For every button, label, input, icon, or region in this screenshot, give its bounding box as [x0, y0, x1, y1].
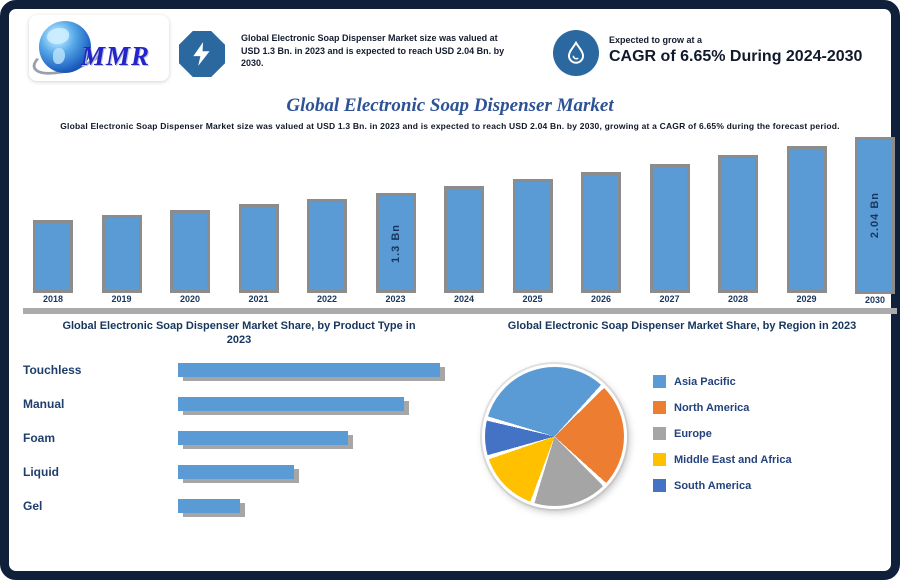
legend-row: South America [653, 479, 792, 492]
product-label: Manual [23, 396, 65, 411]
year-tick-label: 2023 [385, 294, 406, 305]
region-heading: Global Electronic Soap Dispenser Market … [507, 320, 857, 332]
year-tick-label: 2019 [111, 294, 132, 305]
legend-row: Middle East and Africa [653, 453, 792, 466]
bar-column-2028: 2028 [718, 137, 758, 308]
mmr-logo: MMR [28, 15, 169, 83]
legend-swatch-icon [653, 453, 666, 466]
bar-column-2022: 2022 [307, 137, 347, 308]
legend-swatch-icon [653, 375, 666, 388]
bar-column-2021: 2021 [238, 137, 279, 308]
year-tick-label: 2022 [316, 294, 338, 305]
market-bar-2030: 2.04 Bn [855, 137, 895, 294]
region-share-section: Global Electronic Soap Dispenser Market … [467, 320, 897, 509]
page-title: Global Electronic Soap Dispenser Market [286, 95, 614, 116]
legend-row: North America [653, 401, 792, 414]
legend-label: North America [674, 401, 750, 414]
year-tick-label: 2026 [590, 294, 612, 305]
product-row: Gel [23, 498, 455, 513]
legend-row: Asia Pacific [653, 375, 792, 388]
market-bar-2020 [170, 210, 210, 294]
bar-column-2023: 1.3 Bn 2023 [375, 137, 416, 308]
bar-column-2020: 2020 [170, 137, 210, 308]
bar-column-2024: 2024 [444, 137, 484, 308]
header-stat-left: Global Electronic Soap Dispenser Market … [241, 32, 541, 70]
bar-column-2026: 2026 [581, 137, 621, 308]
globe-icon [39, 21, 91, 73]
legend-swatch-icon [653, 401, 666, 414]
market-bar-2023: 1.3 Bn [375, 193, 416, 294]
legend-label: South America [674, 479, 752, 492]
product-label: Foam [23, 430, 56, 445]
product-bar [178, 430, 348, 445]
chart-axis-line [23, 308, 897, 314]
legend-row: Europe [653, 427, 792, 440]
pie-legend: Asia Pacific North America Europe Middle Ea… [653, 375, 792, 505]
product-bar [178, 396, 404, 411]
year-tick-label: 2025 [522, 294, 543, 305]
market-bar-2026 [581, 172, 621, 294]
stat-right-small: Expected to grow at a [609, 35, 703, 45]
year-tick-label: 2018 [42, 294, 64, 305]
market-value-bar-chart: 2018 2019 2020 2021 2022 1.3 Bn 2023 2024 2025 20… [33, 137, 895, 308]
product-bar [178, 498, 240, 513]
bar-column-2027: 2027 [649, 137, 690, 308]
market-bar-2024 [444, 186, 484, 294]
water-drop-badge [553, 30, 599, 76]
product-bar [178, 362, 440, 377]
bar-column-2029: 2029 [786, 137, 827, 308]
market-bar-2019 [101, 215, 142, 294]
product-label: Liquid [23, 464, 59, 479]
product-label: Touchless [23, 362, 82, 377]
stat-left-line3: 2030. [241, 58, 264, 68]
bar-column-2019: 2019 [101, 137, 142, 308]
legend-swatch-icon [653, 427, 666, 440]
page-subtitle: Global Electronic Soap Dispenser Market … [60, 121, 840, 131]
product-type-heading-line1: Global Electronic Soap Dispenser Market … [62, 320, 416, 332]
bar-column-2025: 2025 [512, 137, 553, 308]
region-pie-chart [482, 364, 627, 509]
year-tick-label: 2020 [179, 294, 201, 305]
product-label: Gel [23, 498, 43, 513]
market-bar-2025 [512, 179, 553, 294]
logo-text: MMR [81, 41, 151, 71]
bar-value-label: 1.3 Bn [389, 223, 402, 263]
product-type-heading-line2: 2023 [226, 334, 252, 346]
year-tick-label: 2028 [727, 294, 749, 305]
water-drop-icon [567, 40, 585, 64]
legend-swatch-icon [653, 479, 666, 492]
lightning-icon [193, 42, 210, 66]
year-tick-label: 2030 [864, 295, 886, 305]
product-row: Touchless [23, 362, 455, 377]
market-bar-2018 [33, 220, 73, 294]
product-type-section: Global Electronic Soap Dispenser Market … [23, 320, 455, 532]
market-bar-2027 [649, 164, 690, 294]
product-type-bar-chart: Touchless Manual Foam Liquid Gel [23, 362, 455, 513]
header-stat-right: Expected to grow at a CAGR of 6.65% Duri… [609, 35, 889, 66]
bar-column-2018: 2018 [33, 137, 73, 308]
bar-value-label: 2.04 Bn [869, 192, 881, 239]
stat-right-big: CAGR of 6.65% During 2024-2030 [609, 48, 863, 65]
stat-left-line2: USD 1.3 Bn. in 2023 and is expected to r… [241, 45, 505, 56]
product-bar [178, 464, 294, 479]
legend-label: Europe [674, 427, 712, 440]
market-bar-2028 [718, 155, 758, 294]
legend-label: Middle East and Africa [674, 453, 792, 466]
year-tick-label: 2029 [796, 294, 817, 305]
market-bar-2021 [238, 204, 279, 294]
product-row: Liquid [23, 464, 455, 479]
product-row: Manual [23, 396, 455, 411]
stat-left-line1: Global Electronic Soap Dispenser Market … [241, 33, 498, 43]
legend-label: Asia Pacific [674, 375, 736, 388]
bar-column-2030: 2.04 Bn 2030 [855, 137, 895, 308]
year-tick-label: 2024 [453, 294, 475, 305]
market-bar-2022 [307, 199, 347, 294]
year-tick-label: 2027 [659, 294, 680, 305]
product-row: Foam [23, 430, 455, 445]
year-tick-label: 2021 [248, 294, 269, 305]
lightning-badge [179, 31, 225, 77]
market-bar-2029 [786, 146, 827, 294]
